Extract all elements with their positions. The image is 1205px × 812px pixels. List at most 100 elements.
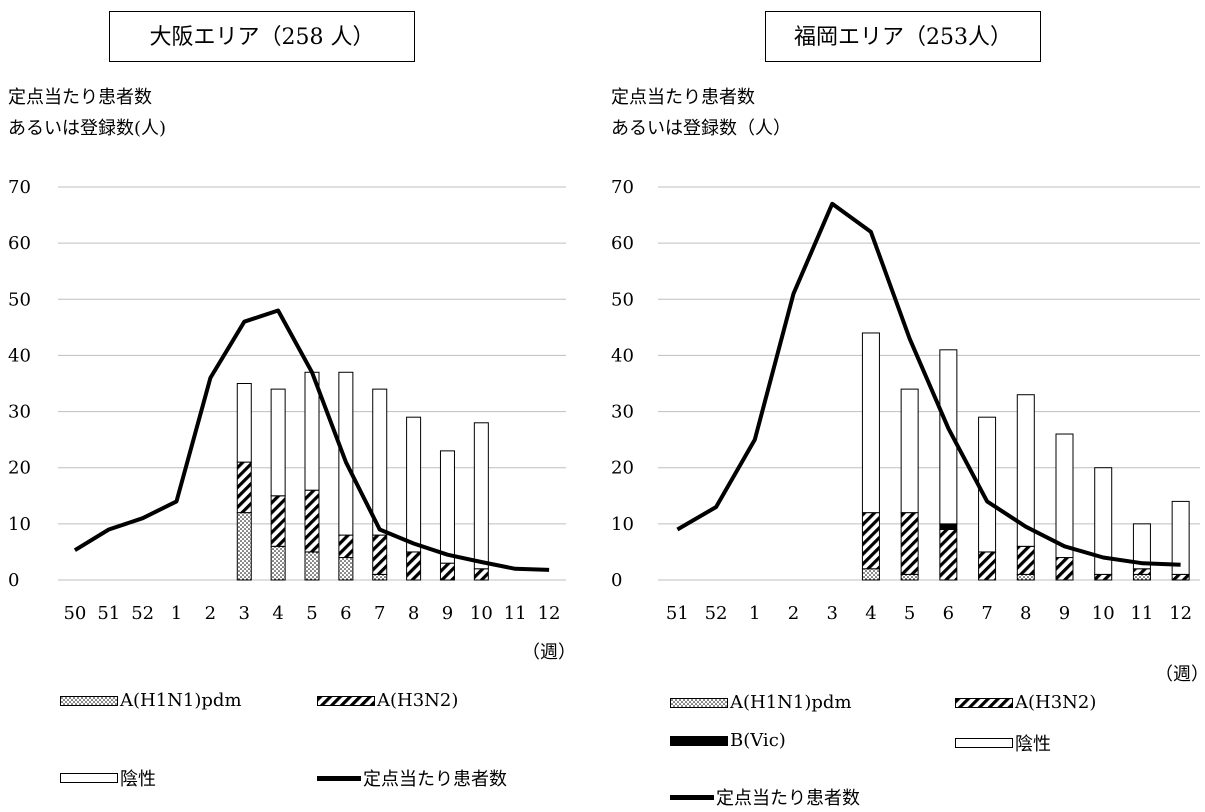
fukuoka-chart-title: 福岡エリア（253人）	[765, 11, 1041, 62]
fukuoka-bar-negative	[1016, 394, 1035, 547]
fukuoka-bar-negative	[1094, 467, 1113, 575]
osaka-bar-h1n1	[372, 573, 388, 581]
fukuoka-x-tick-label: 5	[904, 603, 915, 624]
fukuoka-bar-negative	[978, 416, 997, 553]
osaka-x-tick-label: 52	[131, 603, 154, 624]
osaka-bar-negative	[338, 371, 354, 536]
fukuoka-bar-negative	[900, 388, 919, 514]
osaka-bar-h3n2	[406, 551, 422, 581]
fukuoka-x-tick-label: 1	[749, 603, 760, 624]
fukuoka-bar-negative	[1055, 433, 1074, 559]
fukuoka-bar-negative	[861, 332, 880, 514]
fukuoka-legend-negative-label: 陰性	[1015, 734, 1051, 755]
osaka-x-unit-label: （週）	[522, 642, 576, 663]
osaka-y-tick-label: 60	[8, 233, 31, 254]
osaka-x-tick-label: 51	[97, 603, 120, 624]
fukuoka-x-tick-label: 11	[1130, 603, 1153, 624]
osaka-bar-negative	[473, 422, 489, 570]
fukuoka-x-tick-label: 6	[943, 603, 954, 624]
osaka-ylabel-line1: 定点当たり患者数	[8, 87, 152, 108]
osaka-x-tick-label: 9	[442, 603, 453, 624]
osaka-bar-h3n2	[236, 461, 252, 514]
fukuoka-legend-bvic-label: B(Vic)	[730, 730, 786, 751]
osaka-x-tick-label: 6	[340, 603, 351, 624]
osaka-x-tick-label: 5	[306, 603, 317, 624]
fukuoka-bar-h3n2	[978, 551, 997, 581]
fukuoka-y-tick-label: 20	[611, 458, 634, 479]
fukuoka-x-tick-label: 52	[705, 603, 728, 624]
fukuoka-bar-h1n1	[861, 568, 880, 581]
osaka-ylabel-line2: あるいは登録数(人)	[8, 118, 167, 139]
osaka-x-tick-label: 10	[470, 603, 493, 624]
osaka-y-tick-label: 40	[8, 345, 31, 366]
osaka-x-tick-label: 12	[538, 603, 561, 624]
osaka-bar-h3n2	[439, 562, 455, 581]
osaka-y-tick-label: 30	[8, 402, 31, 423]
fukuoka-legend-h3n2: A(H3N2)	[955, 692, 1096, 713]
osaka-x-tick-label: 3	[239, 603, 250, 624]
osaka-bar-h3n2	[372, 534, 388, 575]
fukuoka-bar-h3n2	[861, 512, 880, 570]
fukuoka-line-series	[676, 201, 1181, 567]
fukuoka-x-unit-label: （週）	[1155, 664, 1205, 685]
fukuoka-y-tick-label: 70	[611, 177, 634, 198]
fukuoka-x-tick-label: 3	[826, 603, 837, 624]
osaka-legend-negative: 陰性	[60, 765, 156, 791]
fukuoka-x-tick-label: 10	[1092, 603, 1115, 624]
fukuoka-bar-h3n2	[1132, 568, 1151, 575]
fukuoka-x-tick-label: 8	[1020, 603, 1031, 624]
osaka-bar-negative	[270, 388, 286, 497]
osaka-bar-h3n2	[304, 489, 320, 553]
fukuoka-x-tick-label: 9	[1059, 603, 1070, 624]
osaka-bar-negative	[372, 388, 388, 536]
fukuoka-x-tick-label: 2	[788, 603, 799, 624]
fukuoka-bar-h1n1	[900, 573, 919, 581]
osaka-bar-negative	[236, 383, 252, 463]
fukuoka-legend-line-label: 定点当たり患者数	[716, 788, 860, 809]
fukuoka-y-tick-label: 10	[611, 514, 634, 535]
bvic-swatch-icon	[670, 735, 728, 746]
fukuoka-ylabel-line1: 定点当たり患者数	[611, 87, 755, 108]
osaka-bar-negative	[439, 450, 455, 564]
fukuoka-bar-h1n1	[1016, 573, 1035, 581]
osaka-bar-h1n1	[236, 512, 252, 581]
h1n1-swatch-icon	[60, 695, 118, 706]
fukuoka-bar-h3n2	[1094, 573, 1113, 581]
fukuoka-y-tick-label: 0	[611, 570, 622, 591]
fukuoka-bar-h3n2	[939, 528, 958, 581]
osaka-y-tick-label: 0	[8, 570, 19, 591]
osaka-bar-h1n1	[338, 557, 354, 581]
fukuoka-bar-negative	[939, 349, 958, 525]
line-swatch-icon	[317, 775, 361, 781]
fukuoka-bar-bvic	[939, 523, 958, 530]
fukuoka-y-tick-label: 50	[611, 289, 634, 310]
osaka-y-tick-label: 50	[8, 289, 31, 310]
fukuoka-bar-h1n1	[1132, 573, 1151, 581]
fukuoka-bar-h3n2	[1171, 573, 1190, 581]
osaka-bar-h3n2	[270, 495, 286, 547]
fukuoka-bar-h3n2	[1055, 557, 1074, 581]
fukuoka-legend-h1n1: A(H1N1)pdm	[670, 692, 852, 713]
osaka-y-tick-label: 10	[8, 514, 31, 535]
osaka-x-tick-label: 8	[408, 603, 419, 624]
fukuoka-x-tick-label: 51	[666, 603, 689, 624]
osaka-x-tick-label: 1	[171, 603, 182, 624]
fukuoka-x-tick-label: 12	[1169, 603, 1192, 624]
osaka-x-tick-label: 50	[63, 603, 86, 624]
fukuoka-bar-negative	[1171, 500, 1190, 575]
h1n1-swatch-icon	[670, 697, 728, 708]
negative-swatch-icon	[60, 773, 118, 783]
fukuoka-legend-h3n2-label: A(H3N2)	[1015, 692, 1097, 713]
fukuoka-legend-line: 定点当たり患者数	[670, 784, 860, 810]
osaka-legend-negative-label: 陰性	[120, 769, 156, 790]
fukuoka-x-tick-label: 4	[865, 603, 876, 624]
osaka-legend-h1n1-label: A(H1N1)pdm	[120, 690, 242, 711]
fukuoka-bar-h3n2	[900, 512, 919, 575]
fukuoka-legend-negative: 陰性	[955, 730, 1051, 756]
osaka-x-tick-label: 7	[374, 603, 385, 624]
osaka-x-tick-label: 2	[205, 603, 216, 624]
osaka-legend-h3n2-label: A(H3N2)	[377, 690, 459, 711]
fukuoka-x-tick-label: 7	[981, 603, 992, 624]
